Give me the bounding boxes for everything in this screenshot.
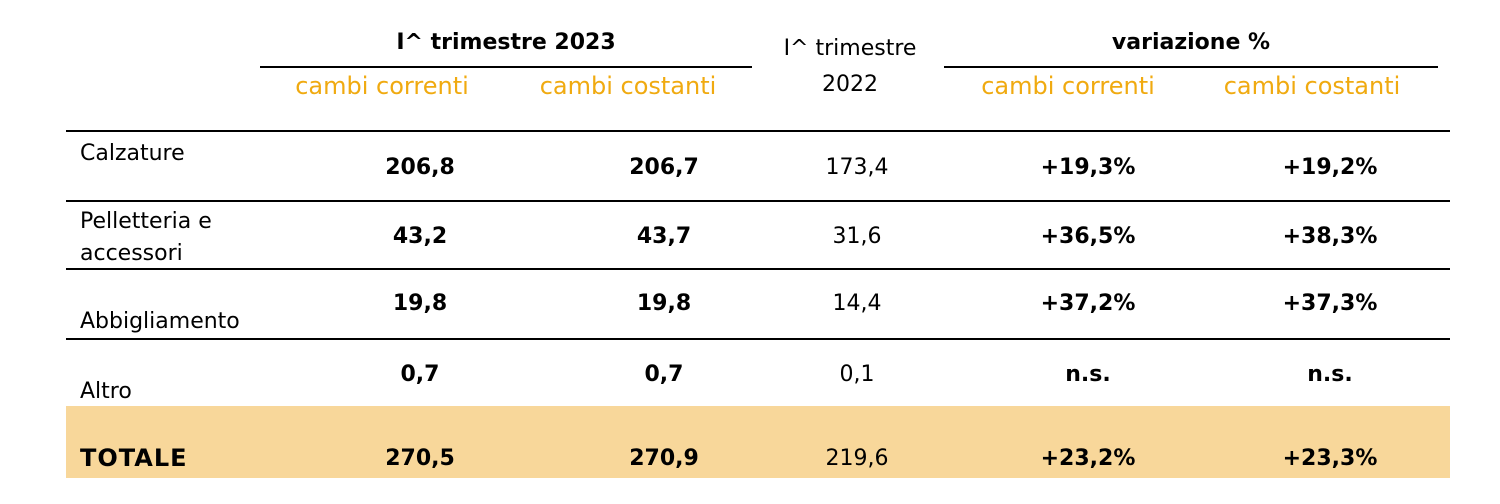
- cell-altro-var-costanti: n.s.: [1307, 362, 1353, 387]
- row-rule-top: [66, 130, 1450, 132]
- cell-abbigliamento-var-costanti: +37,3%: [1282, 291, 1378, 316]
- cell-altro-2023-correnti: 0,7: [400, 362, 440, 387]
- cell-calzature-2022: 173,4: [825, 155, 889, 180]
- subheader-2023-correnti: cambi correnti: [295, 72, 469, 100]
- header-rule-variazione: [944, 66, 1438, 68]
- cell-calzature-var-correnti: +19,3%: [1040, 155, 1136, 180]
- cell-calzature-2023-correnti: 206,8: [385, 155, 455, 180]
- cell-abbigliamento-2023-correnti: 19,8: [392, 291, 448, 316]
- row-label-pelletteria-line1: Pelletteria e: [80, 209, 212, 234]
- header-group-2023: I^ trimestre 2023: [396, 30, 616, 55]
- cell-pelletteria-2023-correnti: 43,2: [392, 224, 448, 249]
- cell-total-2023-correnti: 270,5: [385, 446, 455, 471]
- cell-total-var-correnti: +23,2%: [1040, 446, 1136, 471]
- row-label-pelletteria-line2: accessori: [80, 241, 183, 266]
- row-label-calzature: Calzature: [80, 141, 185, 166]
- row-rule-1: [66, 200, 1450, 202]
- cell-calzature-2023-costanti: 206,7: [629, 155, 699, 180]
- cell-total-2022: 219,6: [825, 446, 889, 471]
- cell-pelletteria-2023-costanti: 43,7: [636, 224, 692, 249]
- cell-abbigliamento-2023-costanti: 19,8: [636, 291, 692, 316]
- header-group-variazione: variazione %: [1111, 30, 1271, 55]
- cell-abbigliamento-var-correnti: +37,2%: [1040, 291, 1136, 316]
- subheader-var-costanti: cambi costanti: [1223, 72, 1401, 100]
- cell-altro-var-correnti: n.s.: [1065, 362, 1111, 387]
- cell-pelletteria-2022: 31,6: [832, 224, 882, 249]
- total-label: TOTALE: [80, 444, 188, 472]
- cell-altro-2023-costanti: 0,7: [644, 362, 684, 387]
- total-row-background: [66, 406, 1450, 478]
- header-rule-2023: [260, 66, 752, 68]
- row-rule-2: [66, 268, 1450, 270]
- row-label-altro: Altro: [80, 379, 132, 404]
- cell-pelletteria-var-costanti: +38,3%: [1282, 224, 1378, 249]
- subheader-2023-costanti: cambi costanti: [539, 72, 717, 100]
- cell-altro-2022: 0,1: [839, 362, 875, 387]
- cell-abbigliamento-2022: 14,4: [832, 291, 882, 316]
- header-q1-2022-line1: I^ trimestre: [783, 36, 917, 61]
- subheader-var-correnti: cambi correnti: [981, 72, 1155, 100]
- row-rule-3: [66, 338, 1450, 340]
- header-q1-2022-line2: 2022: [822, 72, 878, 97]
- cell-total-2023-costanti: 270,9: [629, 446, 699, 471]
- cell-calzature-var-costanti: +19,2%: [1282, 155, 1378, 180]
- row-label-abbigliamento: Abbigliamento: [80, 309, 240, 334]
- cell-pelletteria-var-correnti: +36,5%: [1040, 224, 1136, 249]
- cell-total-var-costanti: +23,3%: [1282, 446, 1378, 471]
